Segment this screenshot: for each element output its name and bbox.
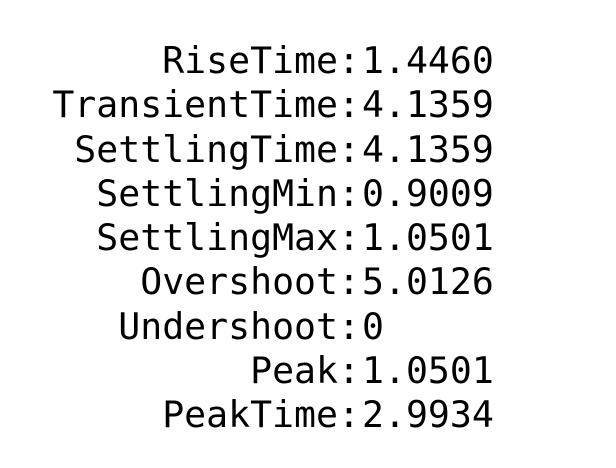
metric-row-settlingtime: SettlingTime: 4.1359: [0, 128, 616, 172]
metric-value: 5.0126: [362, 260, 494, 304]
metric-label: RiseTime: [162, 39, 338, 82]
metric-label: SettlingMin: [96, 171, 338, 215]
metric-label: Overshoot: [140, 260, 338, 304]
metric-label: SettlingMax: [96, 216, 338, 260]
metric-value: 4.1359: [362, 83, 494, 127]
metric-row-settlingmin: SettlingMin: 0.9009: [0, 172, 616, 216]
metric-row-peak: Peak: 1.0501: [0, 349, 616, 393]
metric-label: SettlingTime: [74, 127, 338, 171]
metric-value: 0: [362, 304, 384, 348]
metric-row-undershoot: Undershoot: 0: [0, 305, 616, 349]
metric-value: 0.9009: [362, 171, 494, 215]
metric-row-transienttime: TransientTime: 4.1359: [0, 83, 616, 127]
metric-value: 4.1359: [362, 127, 494, 171]
metric-row-risetime: RiseTime: 1.4460: [0, 39, 616, 83]
metric-label: PeakTime: [162, 393, 338, 437]
metric-value: 1.4460: [362, 39, 494, 82]
metric-value: 1.0501: [362, 349, 494, 393]
metric-label: TransientTime: [52, 83, 338, 127]
metric-value: 1.0501: [362, 216, 494, 260]
metric-row-peaktime: PeakTime: 2.9934: [0, 393, 616, 437]
metric-value: 2.9934: [362, 393, 494, 437]
metric-row-settlingmax: SettlingMax: 1.0501: [0, 216, 616, 260]
metric-label: Undershoot: [118, 304, 338, 348]
metric-row-overshoot: Overshoot: 5.0126: [0, 260, 616, 304]
metric-label: Peak: [250, 349, 338, 393]
step-info-output: RiseTime: 1.4460 TransientTime: 4.1359 S…: [0, 39, 616, 438]
